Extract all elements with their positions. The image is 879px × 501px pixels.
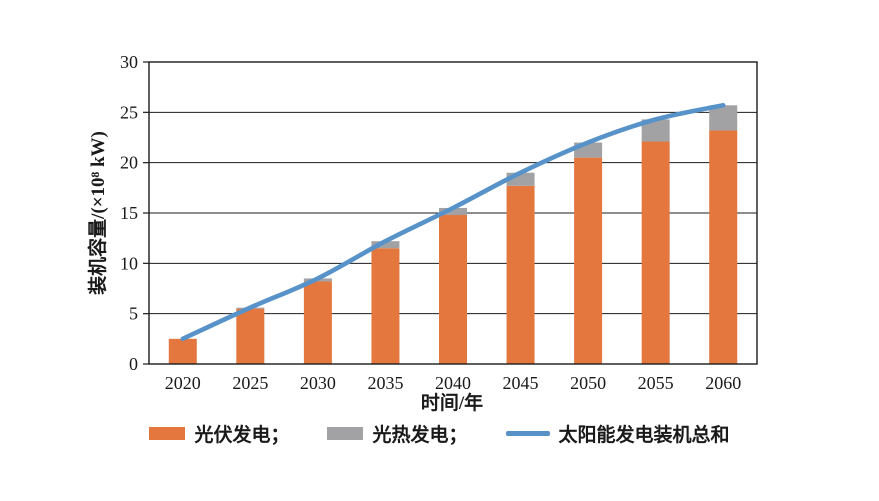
y-tick-label: 15	[120, 203, 138, 223]
bar-pv-2025	[236, 308, 265, 364]
bar-pv-2050	[574, 157, 603, 364]
bar-csp-2040	[439, 207, 467, 216]
x-tick-label: 2060	[705, 373, 741, 393]
y-axis-title: 装机容量/(×10⁸ kW)	[86, 131, 109, 296]
y-tick-label: 20	[120, 153, 138, 173]
x-tick-label: 2045	[503, 373, 539, 393]
bar-csp-2055	[641, 119, 670, 142]
x-tick-label: 2030	[300, 373, 336, 393]
total-line-path	[180, 103, 726, 342]
legend-line-swatch	[505, 431, 550, 436]
legend-item-太阳能发电装机总和: 太阳能发电装机总和	[505, 420, 730, 447]
legend-label: 光热发电；	[372, 425, 468, 446]
legend-bar-swatch	[327, 427, 364, 440]
bar-pv-2055	[641, 141, 670, 364]
legend: 光伏发电； 光热发电； 太阳能发电装机总和	[0, 420, 879, 447]
bar-pv-2020	[168, 338, 197, 364]
bar-pv-2030	[303, 281, 332, 364]
legend-item-光伏发电: 光伏发电；	[149, 420, 289, 447]
y-tick-label: 25	[120, 102, 138, 122]
legend-label: 太阳能发电装机总和	[558, 425, 730, 446]
y-tick-label: 30	[120, 52, 138, 72]
bar-pv-2045	[506, 185, 535, 364]
x-tick-label: 2020	[165, 373, 201, 393]
x-tick-label: 2055	[638, 373, 674, 393]
bar-csp-2035	[371, 241, 400, 249]
y-tick-label: 0	[129, 354, 138, 374]
x-tick-label: 2040	[435, 373, 471, 393]
x-tick-label: 2035	[367, 373, 403, 393]
legend-bar-swatch	[149, 427, 186, 440]
bar-csp-2060	[709, 105, 738, 131]
legend-item-光热发电: 光热发电；	[327, 420, 468, 447]
bar-pv-2060	[709, 130, 738, 364]
bar-pv-2040	[439, 215, 467, 364]
x-tick-label: 2050	[570, 373, 606, 393]
y-tick-label: 5	[129, 304, 138, 324]
x-axis-title: 时间/年	[421, 391, 483, 414]
legend-label: 光伏发电；	[194, 425, 290, 446]
x-tick-label: 2025	[232, 373, 268, 393]
total-line	[180, 103, 726, 342]
bar-pv-2035	[371, 248, 400, 364]
y-tick-label: 10	[120, 253, 138, 273]
bars	[168, 105, 738, 364]
